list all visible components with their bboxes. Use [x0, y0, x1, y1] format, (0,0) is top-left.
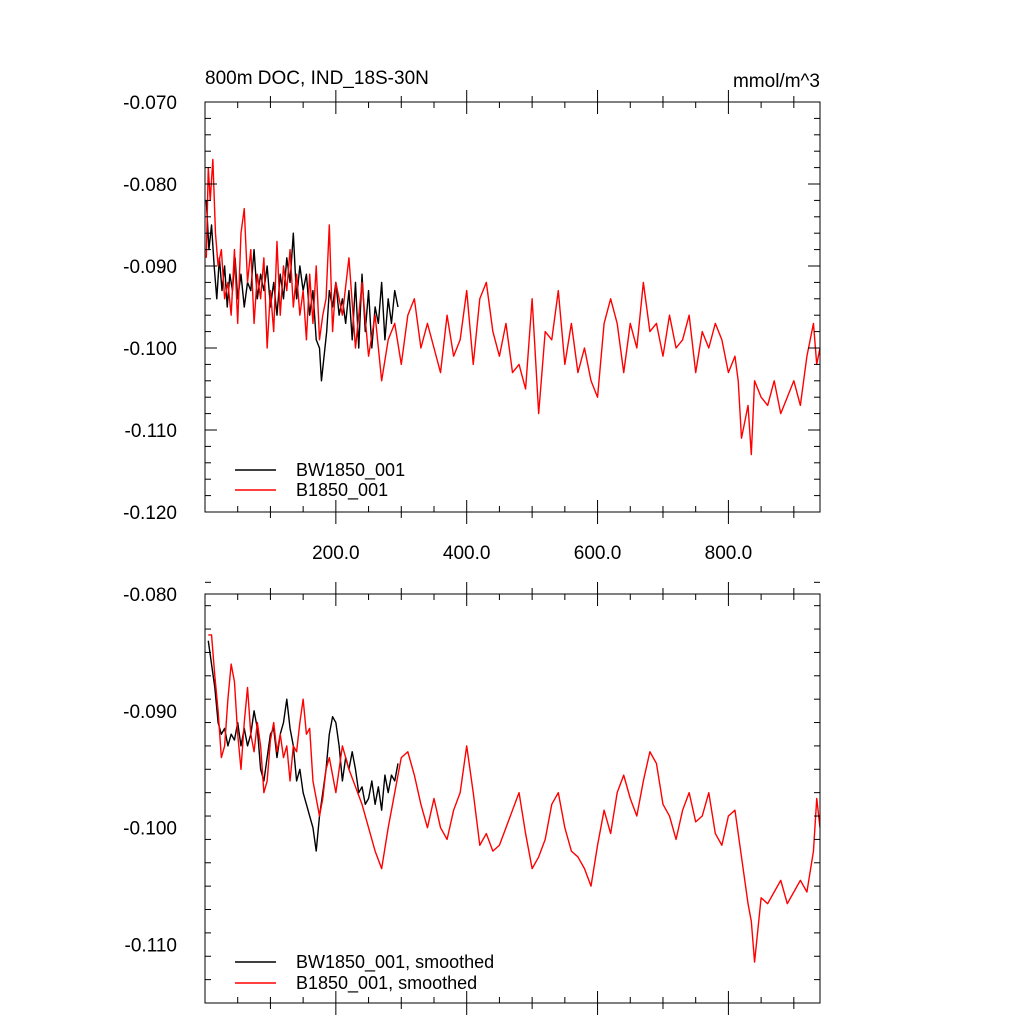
legend-label: BW1850_001, smoothed: [296, 952, 494, 973]
y-tick-label: -0.090: [123, 257, 177, 278]
legend-label: B1850_001, smoothed: [296, 973, 477, 994]
plot-frame: [204, 101, 821, 513]
y-tick-label: -0.080: [123, 585, 177, 606]
plot-frame: [204, 593, 821, 1004]
y-tick-label: -0.100: [123, 819, 177, 840]
y-tick-label: -0.120: [123, 503, 177, 524]
y-tick-label: -0.080: [123, 175, 177, 196]
y-tick-label: -0.110: [125, 936, 177, 957]
y-tick-label: -0.100: [123, 339, 177, 360]
series-line-2: [205, 158, 820, 456]
y-tick-label: -0.070: [123, 93, 177, 114]
legend-label: B1850_001: [296, 480, 388, 501]
x-tick-label: 400.0: [443, 543, 491, 564]
panel-2: -0.080 -0.090 -0.100 -0.110 BW1850_001, smoo…: [123, 581, 821, 1015]
legend-label: BW1850_001: [296, 460, 405, 481]
units-label: mmol/m^3: [733, 71, 820, 92]
panel-1: -0.070 -0.080 -0.090 -0.100 -0.110 -0.120 200.…: [123, 68, 821, 564]
chart-title: 800m DOC, IND_18S-30N: [205, 68, 429, 89]
x-tick-label: 200.0: [312, 543, 360, 564]
y-tick-label: -0.110: [125, 421, 177, 442]
x-tick-label: 600.0: [574, 543, 622, 564]
series-line-1: [207, 640, 399, 852]
series-line-2: [208, 634, 820, 963]
x-tick-label: 800.0: [705, 543, 753, 564]
y-tick-label: -0.090: [123, 702, 177, 723]
